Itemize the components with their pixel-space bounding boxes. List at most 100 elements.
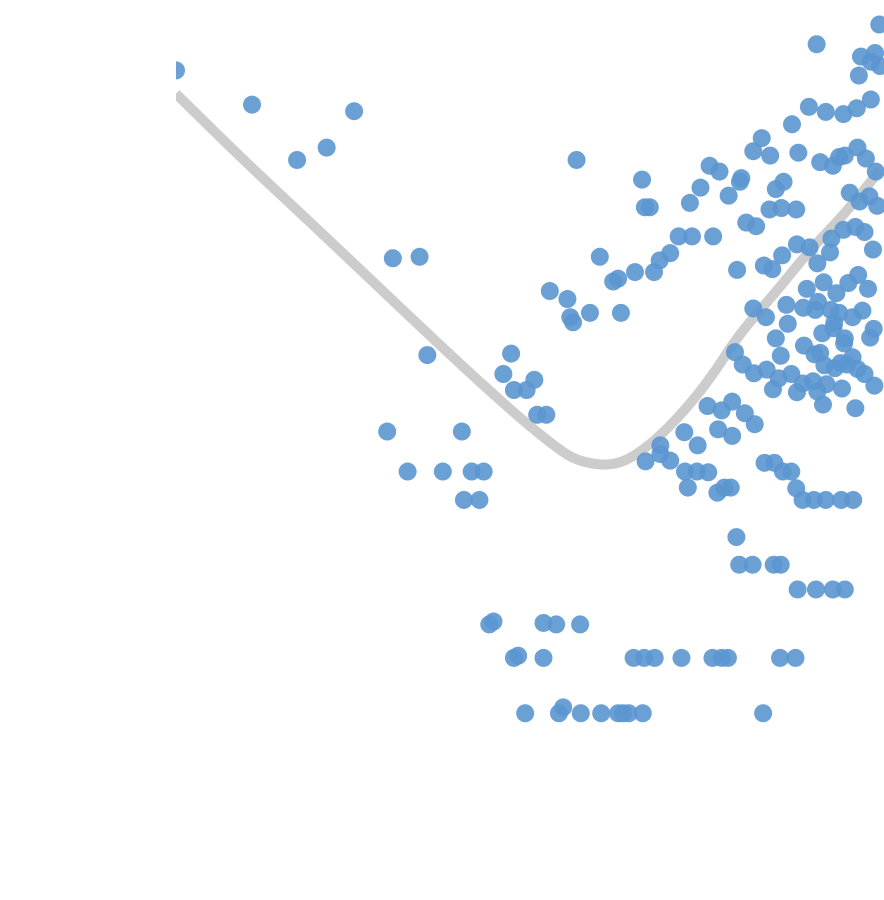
data-point (771, 555, 790, 574)
data-point (730, 555, 749, 574)
points-layer (176, 15, 884, 723)
data-point (800, 238, 819, 257)
data-point (454, 490, 473, 509)
data-point (398, 462, 417, 481)
data-point (743, 555, 762, 574)
data-point (580, 303, 599, 322)
data-point (672, 648, 691, 667)
data-point (773, 246, 792, 265)
data-point (730, 172, 749, 191)
data-point (611, 303, 630, 322)
data-point (863, 240, 882, 259)
data-point (827, 284, 846, 303)
data-point (783, 115, 801, 134)
data-point (494, 365, 513, 383)
data-point (744, 142, 763, 161)
data-point (317, 138, 336, 157)
data-point (484, 612, 503, 631)
data-point (633, 704, 652, 723)
data-point (571, 615, 590, 634)
data-point (661, 451, 680, 470)
data-point (345, 102, 364, 121)
data-point (763, 380, 782, 399)
data-point (678, 478, 697, 497)
data-point (813, 324, 832, 343)
data-point (859, 279, 878, 298)
data-point (806, 580, 825, 599)
data-point (808, 254, 827, 273)
data-point (837, 355, 856, 374)
data-point (452, 422, 471, 441)
data-point (851, 47, 870, 66)
data-point (680, 193, 699, 212)
data-point (433, 462, 452, 481)
data-point (704, 227, 723, 246)
data-point (870, 15, 884, 34)
data-point (788, 580, 807, 599)
data-point (786, 648, 805, 667)
data-point (540, 282, 559, 301)
data-point (567, 150, 586, 169)
data-point (288, 150, 307, 169)
data-point (633, 170, 652, 189)
trend-layer (176, 90, 884, 470)
data-point (383, 249, 402, 268)
data-point (470, 490, 489, 509)
data-point (744, 364, 763, 383)
data-point (771, 648, 790, 667)
data-point (516, 704, 535, 723)
data-point (747, 217, 766, 236)
data-point (861, 90, 880, 109)
data-point (849, 66, 868, 85)
data-point (807, 35, 826, 54)
trend-line (176, 90, 884, 470)
data-point (782, 462, 801, 481)
data-point (378, 422, 397, 441)
data-point (243, 95, 262, 114)
data-point (756, 308, 775, 327)
data-point (816, 490, 835, 509)
data-point (619, 704, 638, 723)
data-point (723, 392, 742, 411)
data-point (766, 329, 785, 348)
data-point (640, 198, 659, 217)
data-point (763, 260, 782, 279)
data-point (517, 381, 536, 400)
data-point (752, 129, 771, 148)
data-point (691, 178, 710, 197)
data-point (754, 704, 773, 723)
data-point (571, 704, 590, 723)
data-point (537, 405, 556, 424)
data-point (816, 102, 835, 121)
data-point (683, 227, 702, 246)
data-point (549, 704, 568, 723)
data-point (808, 382, 827, 401)
data-point (835, 580, 854, 599)
data-point (825, 314, 844, 333)
data-point (661, 244, 680, 263)
data-point (814, 273, 833, 292)
data-point (176, 61, 185, 80)
data-point (592, 704, 611, 723)
data-point (744, 299, 763, 318)
data-point (534, 648, 553, 667)
data-point (723, 426, 742, 445)
data-point (787, 200, 806, 219)
data-point (669, 227, 688, 246)
data-point (864, 319, 883, 338)
data-point (564, 313, 583, 332)
data-point (727, 528, 746, 547)
data-point (771, 346, 790, 365)
data-point (675, 423, 694, 442)
data-point (830, 148, 849, 167)
data-point (844, 490, 863, 509)
data-point (645, 648, 664, 667)
data-point (868, 196, 884, 215)
data-point (855, 223, 874, 242)
data-point (718, 648, 737, 667)
data-point (793, 374, 812, 393)
data-point (832, 379, 851, 398)
data-point (636, 452, 655, 471)
